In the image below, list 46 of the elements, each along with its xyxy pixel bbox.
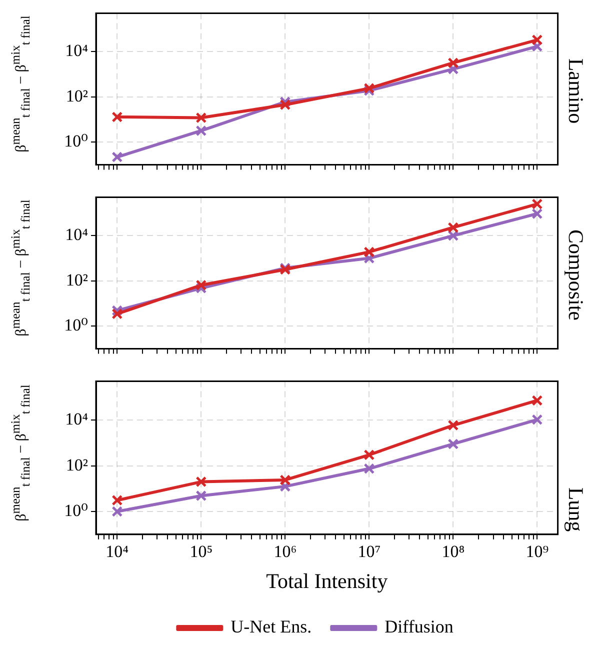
point <box>532 394 543 406</box>
text: Lung <box>564 487 588 532</box>
point <box>448 420 459 431</box>
x-tick-label: 10⁶ <box>274 542 297 562</box>
point <box>112 506 123 518</box>
x-tick-label: 10⁵ <box>190 542 213 562</box>
x-tick-label: 10⁹ <box>526 542 549 562</box>
point <box>112 494 123 506</box>
point <box>196 476 207 488</box>
point <box>196 280 207 291</box>
point <box>364 82 375 94</box>
y-tick-label: 10⁰ <box>64 316 88 335</box>
point <box>532 414 543 426</box>
x-tick-label: 10⁷ <box>358 542 381 562</box>
text: Composite <box>564 229 588 321</box>
point <box>112 111 123 122</box>
y-tick-label: 10² <box>66 455 88 474</box>
point <box>448 57 459 68</box>
point <box>532 34 543 46</box>
y-tick-label: 10⁴ <box>65 410 88 429</box>
point <box>112 308 123 320</box>
point <box>112 152 123 163</box>
y-tick-label: 10⁴ <box>65 41 88 60</box>
point <box>448 222 459 233</box>
point <box>280 474 291 486</box>
y-tick-label: 10⁰ <box>64 132 88 151</box>
point <box>364 463 375 474</box>
point <box>532 208 543 220</box>
point <box>196 125 207 136</box>
point <box>196 112 207 124</box>
point <box>532 198 543 210</box>
legend-label: Diffusion <box>384 616 454 637</box>
point <box>364 449 375 460</box>
x-tick-label: 10⁸ <box>442 542 465 562</box>
y-tick-label: 10² <box>66 86 88 106</box>
text: Lamino <box>564 58 588 124</box>
point <box>448 438 459 450</box>
y-tick-label: 10² <box>66 270 88 290</box>
y-tick-label: 10⁴ <box>65 225 88 244</box>
x-axis-title: Total Intensity <box>266 568 388 593</box>
point <box>280 99 291 110</box>
point <box>364 246 375 258</box>
point <box>196 490 207 502</box>
y-tick-label: 10⁰ <box>64 501 88 520</box>
legend-label: U-Net Ens. <box>230 616 312 637</box>
x-tick-label: 10⁴ <box>106 542 129 562</box>
